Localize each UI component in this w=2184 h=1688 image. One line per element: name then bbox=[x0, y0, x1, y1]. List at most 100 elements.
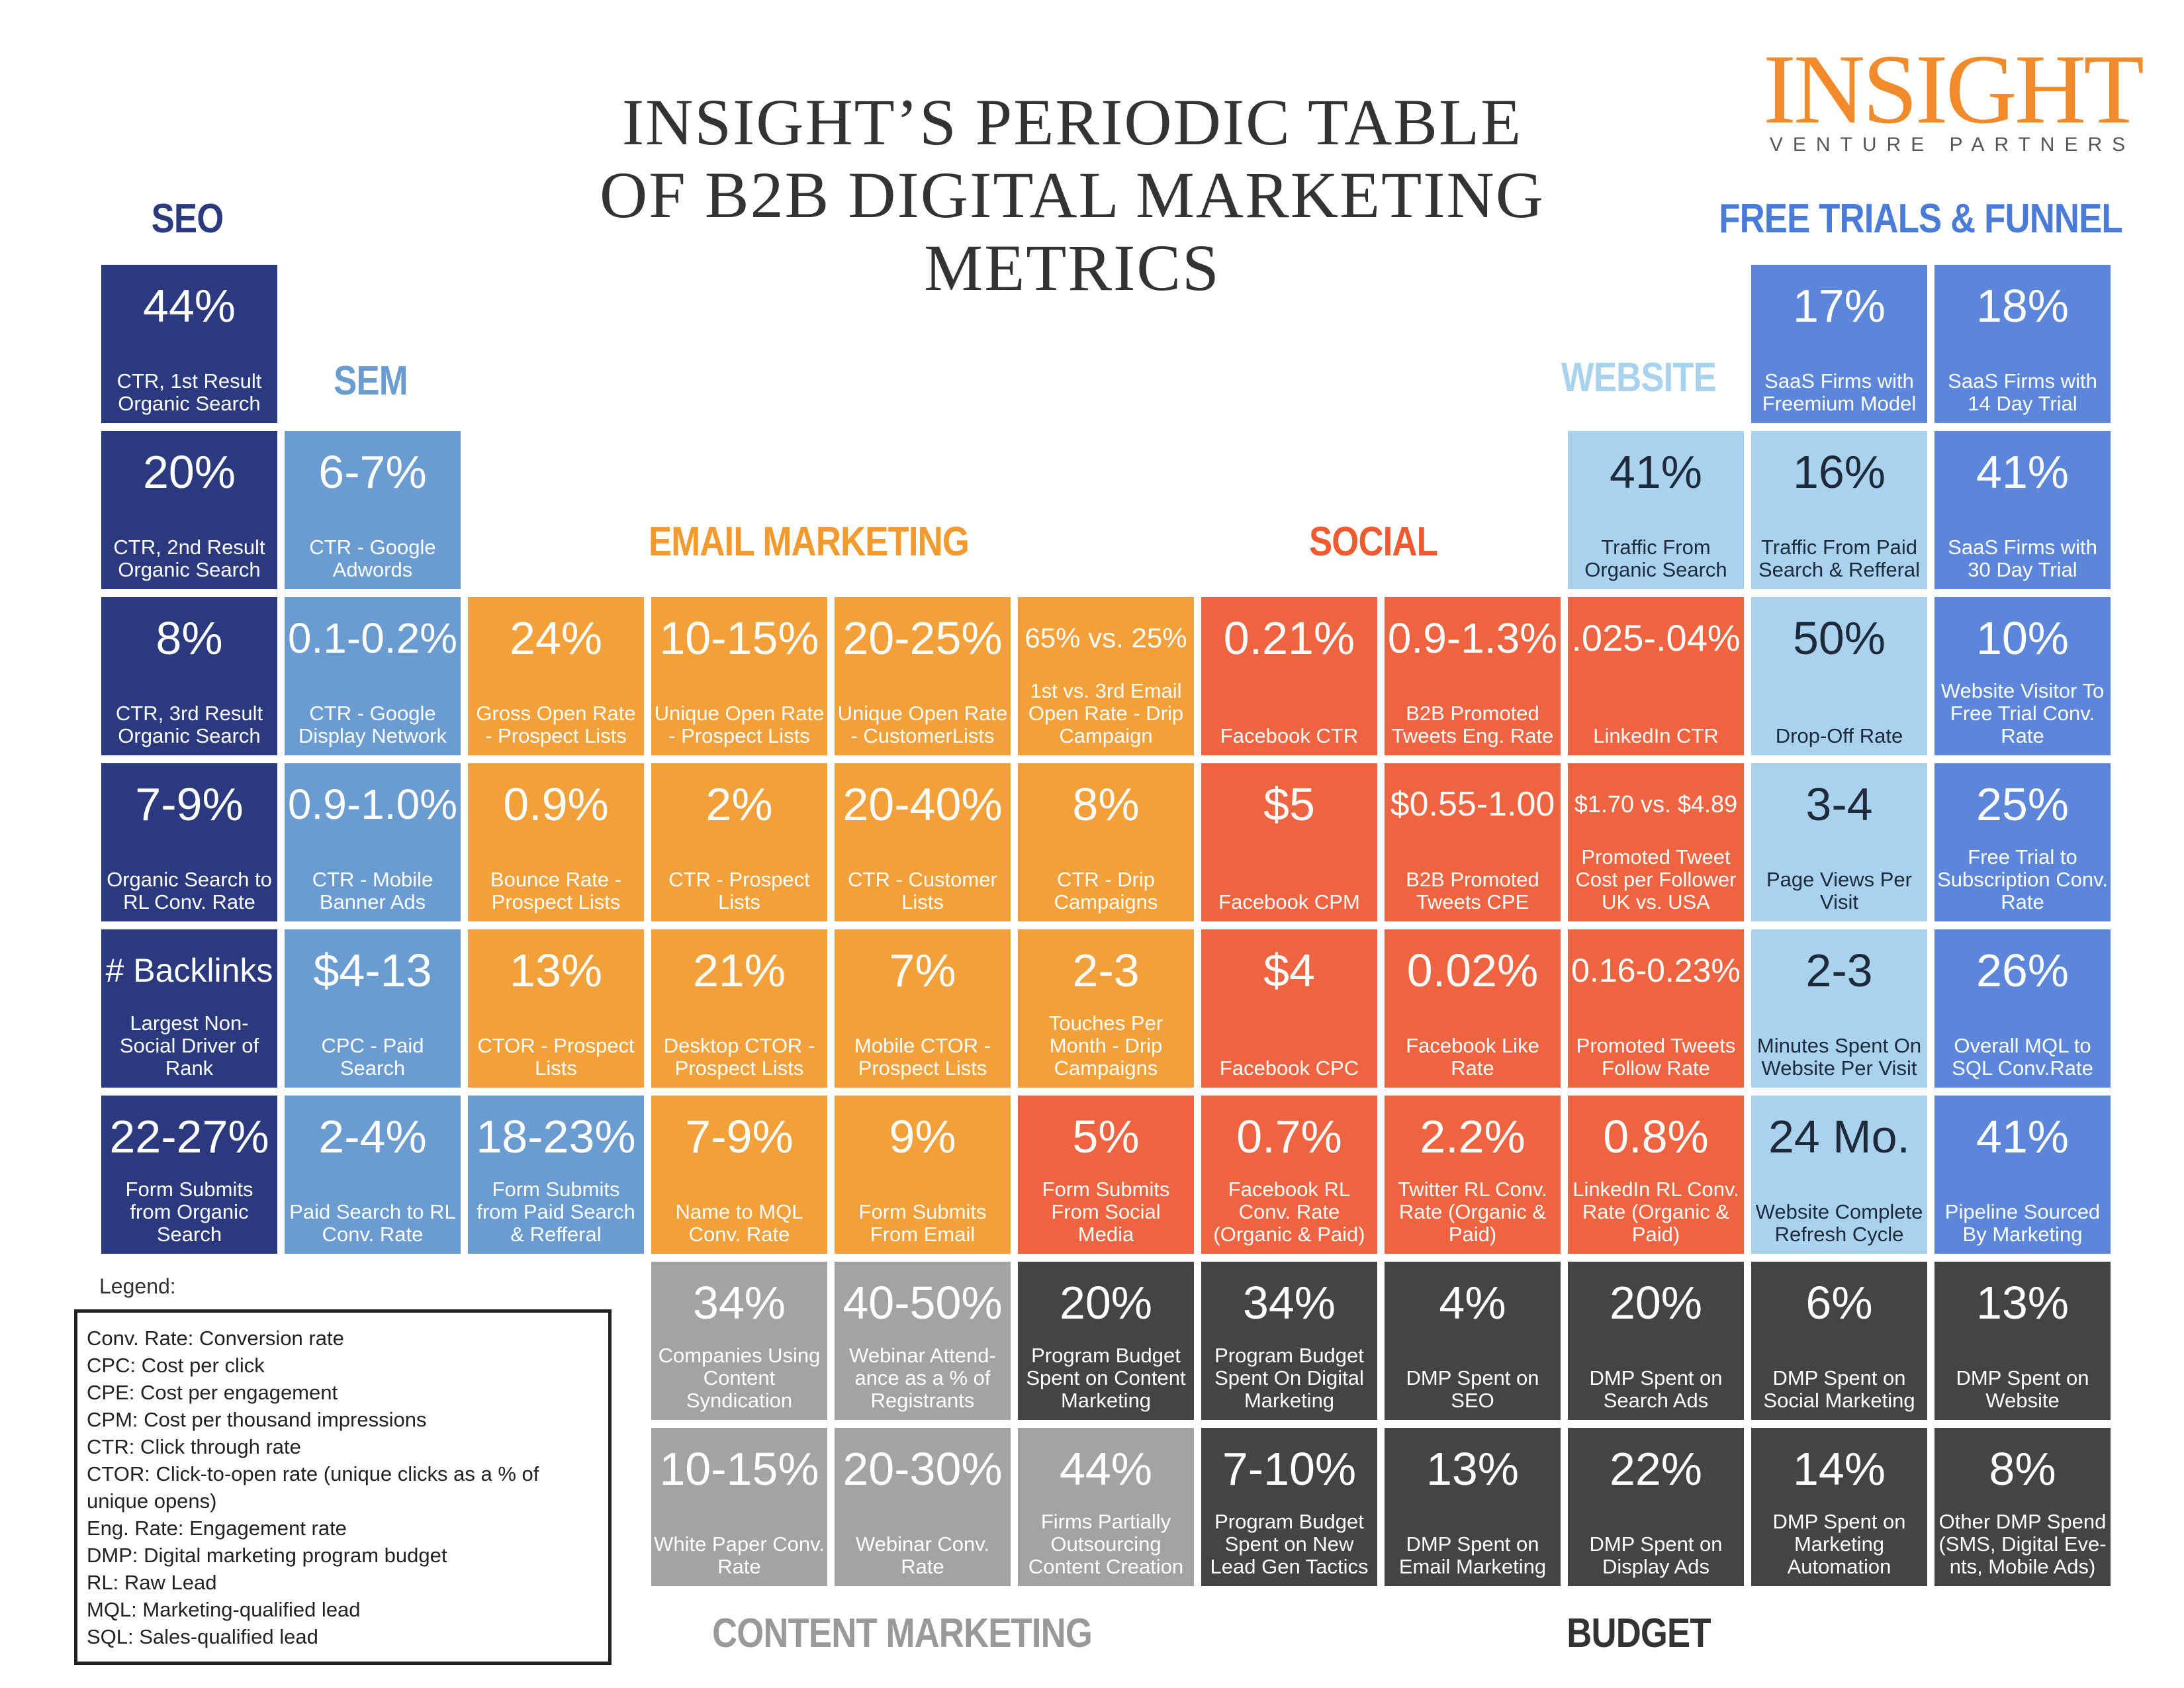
metric-cell: $0.55-1.00 B2B Promoted Tweets CPE bbox=[1385, 763, 1561, 921]
metric-label: 1st vs. 3rd Email Open Rate - Drip Campa… bbox=[1028, 679, 1184, 747]
metric-label: CTR - Drip Campaigns bbox=[1054, 868, 1158, 914]
metric-value: 40-50% bbox=[842, 1277, 1003, 1329]
metric-cell: 20% Program Budget Spent on Content Marke… bbox=[1018, 1262, 1194, 1420]
metric-value: 65% vs. 25% bbox=[1024, 622, 1187, 653]
metric-cell: 7% Mobile CTOR - Prospect Lists bbox=[835, 929, 1011, 1088]
metric-value: 50% bbox=[1792, 612, 1886, 664]
heading: SEM bbox=[334, 358, 408, 404]
metric-value: $1.70 vs. $4.89 bbox=[1574, 790, 1738, 818]
metric-cell: 2.2% Twitter RL Conv. Rate (Organic & Pai… bbox=[1385, 1096, 1561, 1254]
metric-cell: 7-9% Name to MQL Conv. Rate bbox=[651, 1096, 827, 1254]
metric-value: 0.8% bbox=[1603, 1111, 1709, 1162]
metric-value: 16% bbox=[1792, 446, 1886, 498]
metric-label: DMP Spent on Social Marketing bbox=[1763, 1366, 1915, 1412]
metric-value: 8% bbox=[1072, 778, 1140, 830]
metric-label: Overall MQL to SQL Conv.Rate bbox=[1952, 1034, 2093, 1080]
logo-name: INSIGHT bbox=[1763, 34, 2144, 144]
metric-label: B2B Promoted Tweets CPE bbox=[1406, 868, 1539, 914]
metric-value: 24% bbox=[509, 612, 603, 664]
metric-value: 0.02% bbox=[1406, 945, 1539, 996]
metric-cell: 65% vs. 25% 1st vs. 3rd Email Open Rate -… bbox=[1018, 597, 1194, 755]
metric-cell: 6% DMP Spent on Social Marketing bbox=[1751, 1262, 1927, 1420]
metric-value: 2-3 bbox=[1072, 945, 1140, 996]
metric-value: 0.16-0.23% bbox=[1571, 952, 1741, 989]
metric-value: 26% bbox=[1976, 945, 2070, 996]
heading: SOCIAL bbox=[1309, 519, 1438, 565]
metric-label: DMP Spent on Search Ads bbox=[1589, 1366, 1723, 1412]
metric-cell: 18% SaaS Firms with 14 Day Trial bbox=[1934, 265, 2111, 423]
legend-item: CPC: Cost per click bbox=[87, 1354, 265, 1377]
metric-cell: 20% CTR, 2nd Result Organic Search bbox=[101, 431, 277, 589]
metric-cell: 16% Traffic From Paid Search & Refferal bbox=[1751, 431, 1927, 589]
metric-label: Paid Search to RL Conv. Rate bbox=[289, 1200, 456, 1246]
metric-cell: 22% DMP Spent on Display Ads bbox=[1568, 1428, 1744, 1586]
metric-value: 8% bbox=[156, 612, 223, 664]
title-line: METRICS bbox=[924, 231, 1220, 305]
metric-label: CTR - Mobile Banner Ads bbox=[312, 868, 433, 914]
metric-cell: 41% Traffic From Organic Search bbox=[1568, 431, 1744, 589]
metric-label: CTR - Google Display Network bbox=[298, 702, 447, 747]
metric-cell: 2% CTR - Prospect Lists bbox=[651, 763, 827, 921]
metric-cell: 10-15% Unique Open Rate - Prospect Lists bbox=[651, 597, 827, 755]
metric-value: 20% bbox=[142, 446, 236, 498]
metric-label: Website Complete Refresh Cycle bbox=[1755, 1200, 1923, 1246]
metric-label: DMP Spent on Website bbox=[1956, 1366, 2089, 1412]
metric-cell: 50% Drop-Off Rate bbox=[1751, 597, 1927, 755]
metric-value: 0.7% bbox=[1236, 1111, 1342, 1162]
metric-value: $5 bbox=[1263, 778, 1315, 830]
metric-value: 0.9-1.3% bbox=[1387, 614, 1558, 662]
heading: SEO bbox=[151, 196, 224, 242]
metric-label: Twitter RL Conv. Rate (Organic & Paid) bbox=[1398, 1178, 1547, 1246]
metric-cell: 6-7% CTR - Google Adwords bbox=[285, 431, 461, 589]
legend-item: CTOR: Click-to-open rate (unique clicks … bbox=[87, 1462, 539, 1513]
metric-value: 10-15% bbox=[659, 1443, 819, 1495]
metric-value: 41% bbox=[1976, 446, 2070, 498]
metric-label: Program Budget Spent on New Lead Gen Tac… bbox=[1210, 1510, 1369, 1578]
metric-label: CTR - Prospect Lists bbox=[668, 868, 810, 914]
metric-value: 0.9-1.0% bbox=[287, 780, 458, 828]
metric-value: 34% bbox=[692, 1277, 786, 1329]
metric-value: 17% bbox=[1792, 280, 1886, 332]
metric-label: DMP Spent on Marketing Automation bbox=[1772, 1510, 1906, 1578]
legend-item: MQL: Marketing-qualified lead bbox=[87, 1598, 361, 1621]
metric-value: 44% bbox=[142, 280, 236, 332]
metric-cell: 5% Form Submits From Social Media bbox=[1018, 1096, 1194, 1254]
metric-value: 22% bbox=[1609, 1443, 1703, 1495]
heading: EMAIL MARKETING bbox=[649, 519, 970, 565]
metric-label: Form Submits from Organic Search bbox=[125, 1178, 253, 1246]
metric-cell: 44% Firms Partially Outsourcing Content C… bbox=[1018, 1428, 1194, 1586]
metric-value: 20% bbox=[1609, 1277, 1703, 1329]
metric-cell: 24% Gross Open Rate - Prospect Lists bbox=[468, 597, 644, 755]
metric-cell: 0.21% Facebook CTR bbox=[1201, 597, 1377, 755]
legend-item: SQL: Sales-qualified lead bbox=[87, 1625, 318, 1648]
metric-value: 22-27% bbox=[109, 1111, 269, 1162]
metric-cell: 24 Mo. Website Complete Refresh Cycle bbox=[1751, 1096, 1927, 1254]
metric-label: Promoted Tweets Follow Rate bbox=[1576, 1034, 1736, 1080]
metric-value: 8% bbox=[1989, 1443, 2056, 1495]
metric-label: Desktop CTOR - Prospect Lists bbox=[663, 1034, 815, 1080]
metric-cell: 18-23% Form Submits from Paid Search & Re… bbox=[468, 1096, 644, 1254]
metric-value: 13% bbox=[509, 945, 603, 996]
metric-label: Webinar Attend-ance as a % of Registrant… bbox=[849, 1344, 996, 1412]
metric-label: CTR - Google Adwords bbox=[309, 536, 436, 581]
metric-cell: 9% Form Submits From Email bbox=[835, 1096, 1011, 1254]
legend-item: DMP: Digital marketing program budget bbox=[87, 1544, 447, 1567]
metric-cell: # Backlinks Largest Non-Social Driver of … bbox=[101, 929, 277, 1088]
metric-cell: 2-3 Minutes Spent On Website Per Visit bbox=[1751, 929, 1927, 1088]
metric-label: DMP Spent on Display Ads bbox=[1589, 1532, 1723, 1578]
metric-label: Other DMP Spend (SMS, Digital Eve-nts, M… bbox=[1938, 1510, 2107, 1578]
metric-cell: $4 Facebook CPC bbox=[1201, 929, 1377, 1088]
metric-value: 2-3 bbox=[1805, 945, 1873, 996]
metric-cell: .025-.04% LinkedIn CTR bbox=[1568, 597, 1744, 755]
metric-value: 44% bbox=[1059, 1443, 1153, 1495]
metric-label: Facebook CPM bbox=[1218, 890, 1360, 914]
metric-value: 20% bbox=[1059, 1277, 1153, 1329]
legend-title: Legend: bbox=[99, 1274, 176, 1298]
metric-value: 3-4 bbox=[1805, 778, 1873, 830]
metric-cell: $5 Facebook CPM bbox=[1201, 763, 1377, 921]
metric-label: Facebook Like Rate bbox=[1406, 1034, 1539, 1080]
metric-value: 34% bbox=[1242, 1277, 1336, 1329]
metric-cell: 13% DMP Spent on Email Marketing bbox=[1385, 1428, 1561, 1586]
metric-value: 7-9% bbox=[685, 1111, 794, 1162]
